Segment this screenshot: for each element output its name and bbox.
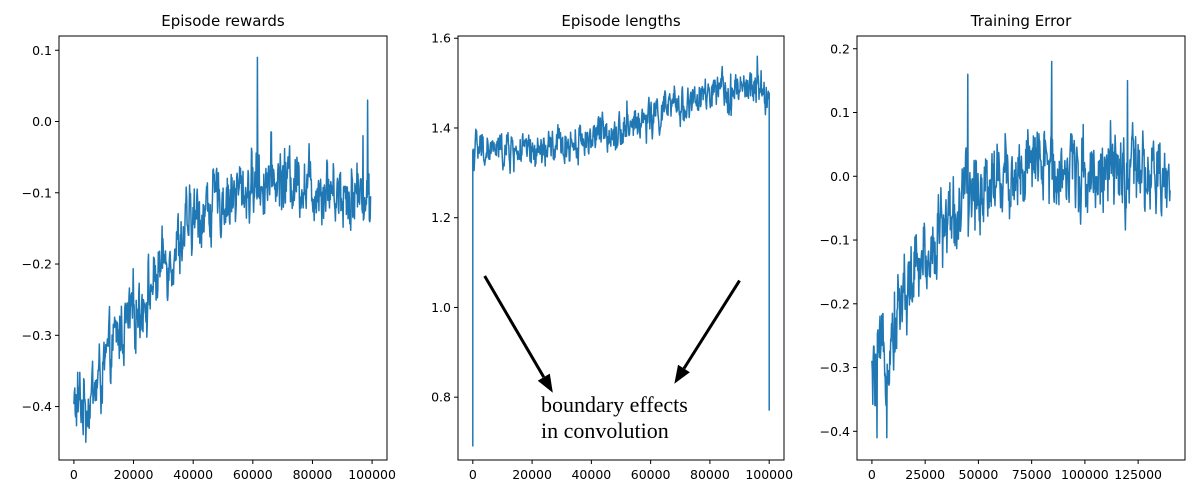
y-tick-label: 0.1 bbox=[830, 105, 850, 120]
series-line bbox=[871, 60, 1171, 439]
axes-frame bbox=[58, 35, 388, 461]
x-tick-label: 80000 bbox=[690, 467, 730, 482]
y-tick-label: 0.1 bbox=[32, 43, 52, 58]
chart-title: Episode lengths bbox=[561, 12, 680, 30]
y-tick-label: −0.4 bbox=[820, 424, 850, 439]
y-tick-label: 1.6 bbox=[431, 31, 451, 46]
x-tick-label: 100000 bbox=[348, 467, 396, 482]
axes-frame bbox=[856, 35, 1186, 461]
series-line bbox=[472, 55, 770, 447]
x-tick-label: 0 bbox=[70, 467, 78, 482]
y-tick-label: −0.3 bbox=[22, 328, 52, 343]
annotation-arrow-2 bbox=[682, 279, 741, 370]
y-tick-label: −0.4 bbox=[22, 399, 52, 414]
chart-title: Training Error bbox=[970, 12, 1072, 30]
x-tick-label: 25000 bbox=[905, 467, 945, 482]
x-tick-label: 125000 bbox=[1114, 467, 1162, 482]
annotation-arrow-1 bbox=[483, 275, 546, 378]
y-tick-label: 0.8 bbox=[431, 390, 451, 405]
annotation-text-line-1: boundary effects bbox=[541, 392, 688, 417]
annotation-text-line-2: in convolution bbox=[541, 418, 669, 443]
y-tick-label: 0.2 bbox=[830, 41, 850, 56]
x-tick-label: 40000 bbox=[571, 467, 611, 482]
annotation-arrowhead-1 bbox=[537, 373, 553, 393]
axes-frame bbox=[457, 35, 785, 461]
x-tick-label: 20000 bbox=[114, 467, 154, 482]
x-tick-label: 75000 bbox=[1012, 467, 1052, 482]
x-tick-label: 80000 bbox=[293, 467, 333, 482]
x-tick-label: 40000 bbox=[173, 467, 213, 482]
chart-2: Episode lengths 0 20000 40000 60000 80000 1000… bbox=[431, 12, 793, 482]
y-tick-label: −0.2 bbox=[22, 257, 52, 272]
x-tick-label: 100000 bbox=[745, 467, 793, 482]
chart-3: Training Error 0 25000 50000 75000 100000 1250… bbox=[820, 12, 1186, 482]
y-tick-label: 1.2 bbox=[431, 210, 451, 225]
x-tick-label: 60000 bbox=[631, 467, 671, 482]
x-tick-label: 60000 bbox=[233, 467, 273, 482]
y-tick-label: 0.0 bbox=[32, 114, 52, 129]
x-tick-label: 0 bbox=[868, 467, 876, 482]
series-line bbox=[73, 56, 372, 443]
x-tick-label: 20000 bbox=[512, 467, 552, 482]
y-tick-label: 0.0 bbox=[830, 169, 850, 184]
y-tick-label: 1.4 bbox=[431, 120, 451, 135]
x-tick-label: 0 bbox=[469, 467, 477, 482]
y-tick-label: −0.1 bbox=[22, 185, 52, 200]
x-tick-label: 100000 bbox=[1061, 467, 1109, 482]
y-tick-label: −0.3 bbox=[820, 360, 850, 375]
y-tick-label: 1.0 bbox=[431, 300, 451, 315]
x-tick-label: 50000 bbox=[959, 467, 999, 482]
y-tick-label: −0.1 bbox=[820, 233, 850, 248]
annotation-arrowhead-2 bbox=[674, 364, 690, 384]
chart-title: Episode rewards bbox=[161, 12, 285, 30]
y-tick-label: −0.2 bbox=[820, 296, 850, 311]
chart-1: Episode rewards 0 20000 40000 60000 80000 1000… bbox=[22, 12, 396, 482]
